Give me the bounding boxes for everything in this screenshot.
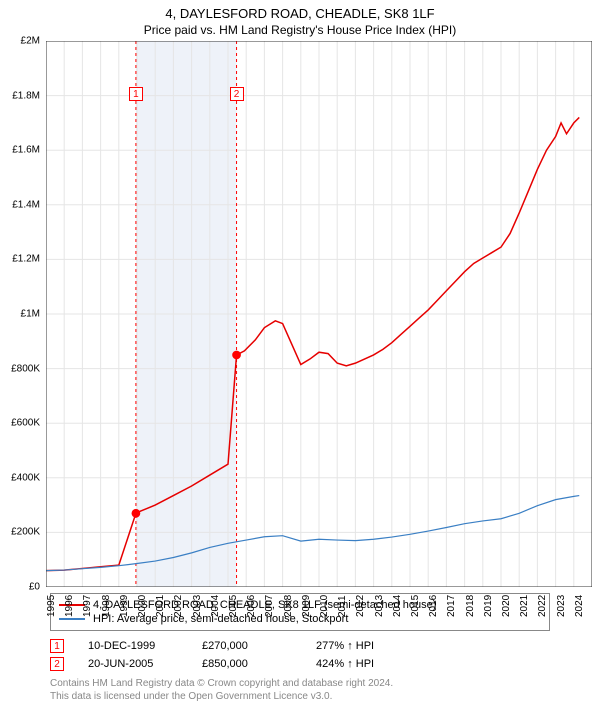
- x-tick-label: 2007: [264, 595, 275, 617]
- x-tick-label: 1996: [64, 595, 75, 617]
- x-tick-label: 2017: [446, 595, 457, 617]
- x-tick-label: 2005: [228, 595, 239, 617]
- y-tick-label: £800K: [11, 363, 40, 374]
- y-tick-label: £1.6M: [12, 145, 40, 156]
- series-line-0: [46, 117, 579, 570]
- y-tick-label: £1M: [21, 309, 40, 320]
- chart-wrap: £0£200K£400K£600K£800K£1M£1.2M£1.4M£1.6M…: [0, 41, 600, 587]
- event-date: 10-DEC-1999: [88, 640, 178, 652]
- x-tick-label: 2009: [301, 595, 312, 617]
- x-tick-label: 2014: [392, 595, 403, 617]
- chart-subtitle: Price paid vs. HM Land Registry's House …: [0, 21, 600, 41]
- x-tick-label: 2010: [319, 595, 330, 617]
- chart-area: 12: [46, 41, 592, 587]
- y-tick-label: £600K: [11, 418, 40, 429]
- x-tick-label: 2019: [483, 595, 494, 617]
- footer: Contains HM Land Registry data © Crown c…: [50, 677, 550, 703]
- x-tick-label: 2002: [173, 595, 184, 617]
- x-tick-label: 2003: [192, 595, 203, 617]
- x-tick-label: 1997: [82, 595, 93, 617]
- x-tick-label: 2024: [574, 595, 585, 617]
- series-line-1: [46, 496, 579, 571]
- footer-line-1: Contains HM Land Registry data © Crown c…: [50, 677, 550, 690]
- event-num-box: 2: [50, 657, 64, 671]
- y-tick-label: £2M: [21, 36, 40, 47]
- chart-svg: [46, 41, 592, 587]
- y-tick-label: £200K: [11, 527, 40, 538]
- legend-swatch: [59, 618, 85, 620]
- x-tick-label: 2020: [501, 595, 512, 617]
- x-tick-label: 2004: [210, 595, 221, 617]
- x-tick-label: 2001: [155, 595, 166, 617]
- page-container: 4, DAYLESFORD ROAD, CHEADLE, SK8 1LF Pri…: [0, 0, 600, 560]
- event-pct: 424% ↑ HPI: [316, 658, 406, 670]
- x-tick-label: 2006: [246, 595, 257, 617]
- event-price: £850,000: [202, 658, 292, 670]
- x-tick-label: 2008: [283, 595, 294, 617]
- x-tick-label: 2023: [556, 595, 567, 617]
- y-tick-label: £400K: [11, 472, 40, 483]
- x-tick-label: 1995: [46, 595, 57, 617]
- x-tick-label: 2000: [137, 595, 148, 617]
- event-price: £270,000: [202, 640, 292, 652]
- event-num-box: 1: [50, 639, 64, 653]
- x-tick-label: 1999: [119, 595, 130, 617]
- y-tick-label: £1.2M: [12, 254, 40, 265]
- x-tick-label: 2018: [465, 595, 476, 617]
- event-row: 2 20-JUN-2005 £850,000 424% ↑ HPI: [50, 655, 550, 673]
- footer-line-2: This data is licensed under the Open Gov…: [50, 690, 550, 703]
- x-tick-label: 2022: [537, 595, 548, 617]
- x-tick-label: 2012: [355, 595, 366, 617]
- y-tick-label: £1.4M: [12, 199, 40, 210]
- x-tick-label: 2021: [519, 595, 530, 617]
- event-point: [232, 351, 241, 360]
- event-pct: 277% ↑ HPI: [316, 640, 406, 652]
- event-marker-box: 1: [129, 87, 143, 101]
- event-point: [132, 509, 141, 518]
- x-tick-label: 2013: [374, 595, 385, 617]
- events-table: 1 10-DEC-1999 £270,000 277% ↑ HPI 2 20-J…: [50, 637, 550, 673]
- event-row: 1 10-DEC-1999 £270,000 277% ↑ HPI: [50, 637, 550, 655]
- y-tick-label: £0: [29, 582, 40, 593]
- y-tick-label: £1.8M: [12, 90, 40, 101]
- event-date: 20-JUN-2005: [88, 658, 178, 670]
- x-tick-label: 2011: [337, 595, 348, 617]
- x-tick-label: 2016: [428, 595, 439, 617]
- chart-title: 4, DAYLESFORD ROAD, CHEADLE, SK8 1LF: [0, 0, 600, 21]
- y-axis-labels: £0£200K£400K£600K£800K£1M£1.2M£1.4M£1.6M…: [0, 41, 44, 587]
- event-marker-box: 2: [230, 87, 244, 101]
- x-tick-label: 2015: [410, 595, 421, 617]
- x-tick-label: 1998: [101, 595, 112, 617]
